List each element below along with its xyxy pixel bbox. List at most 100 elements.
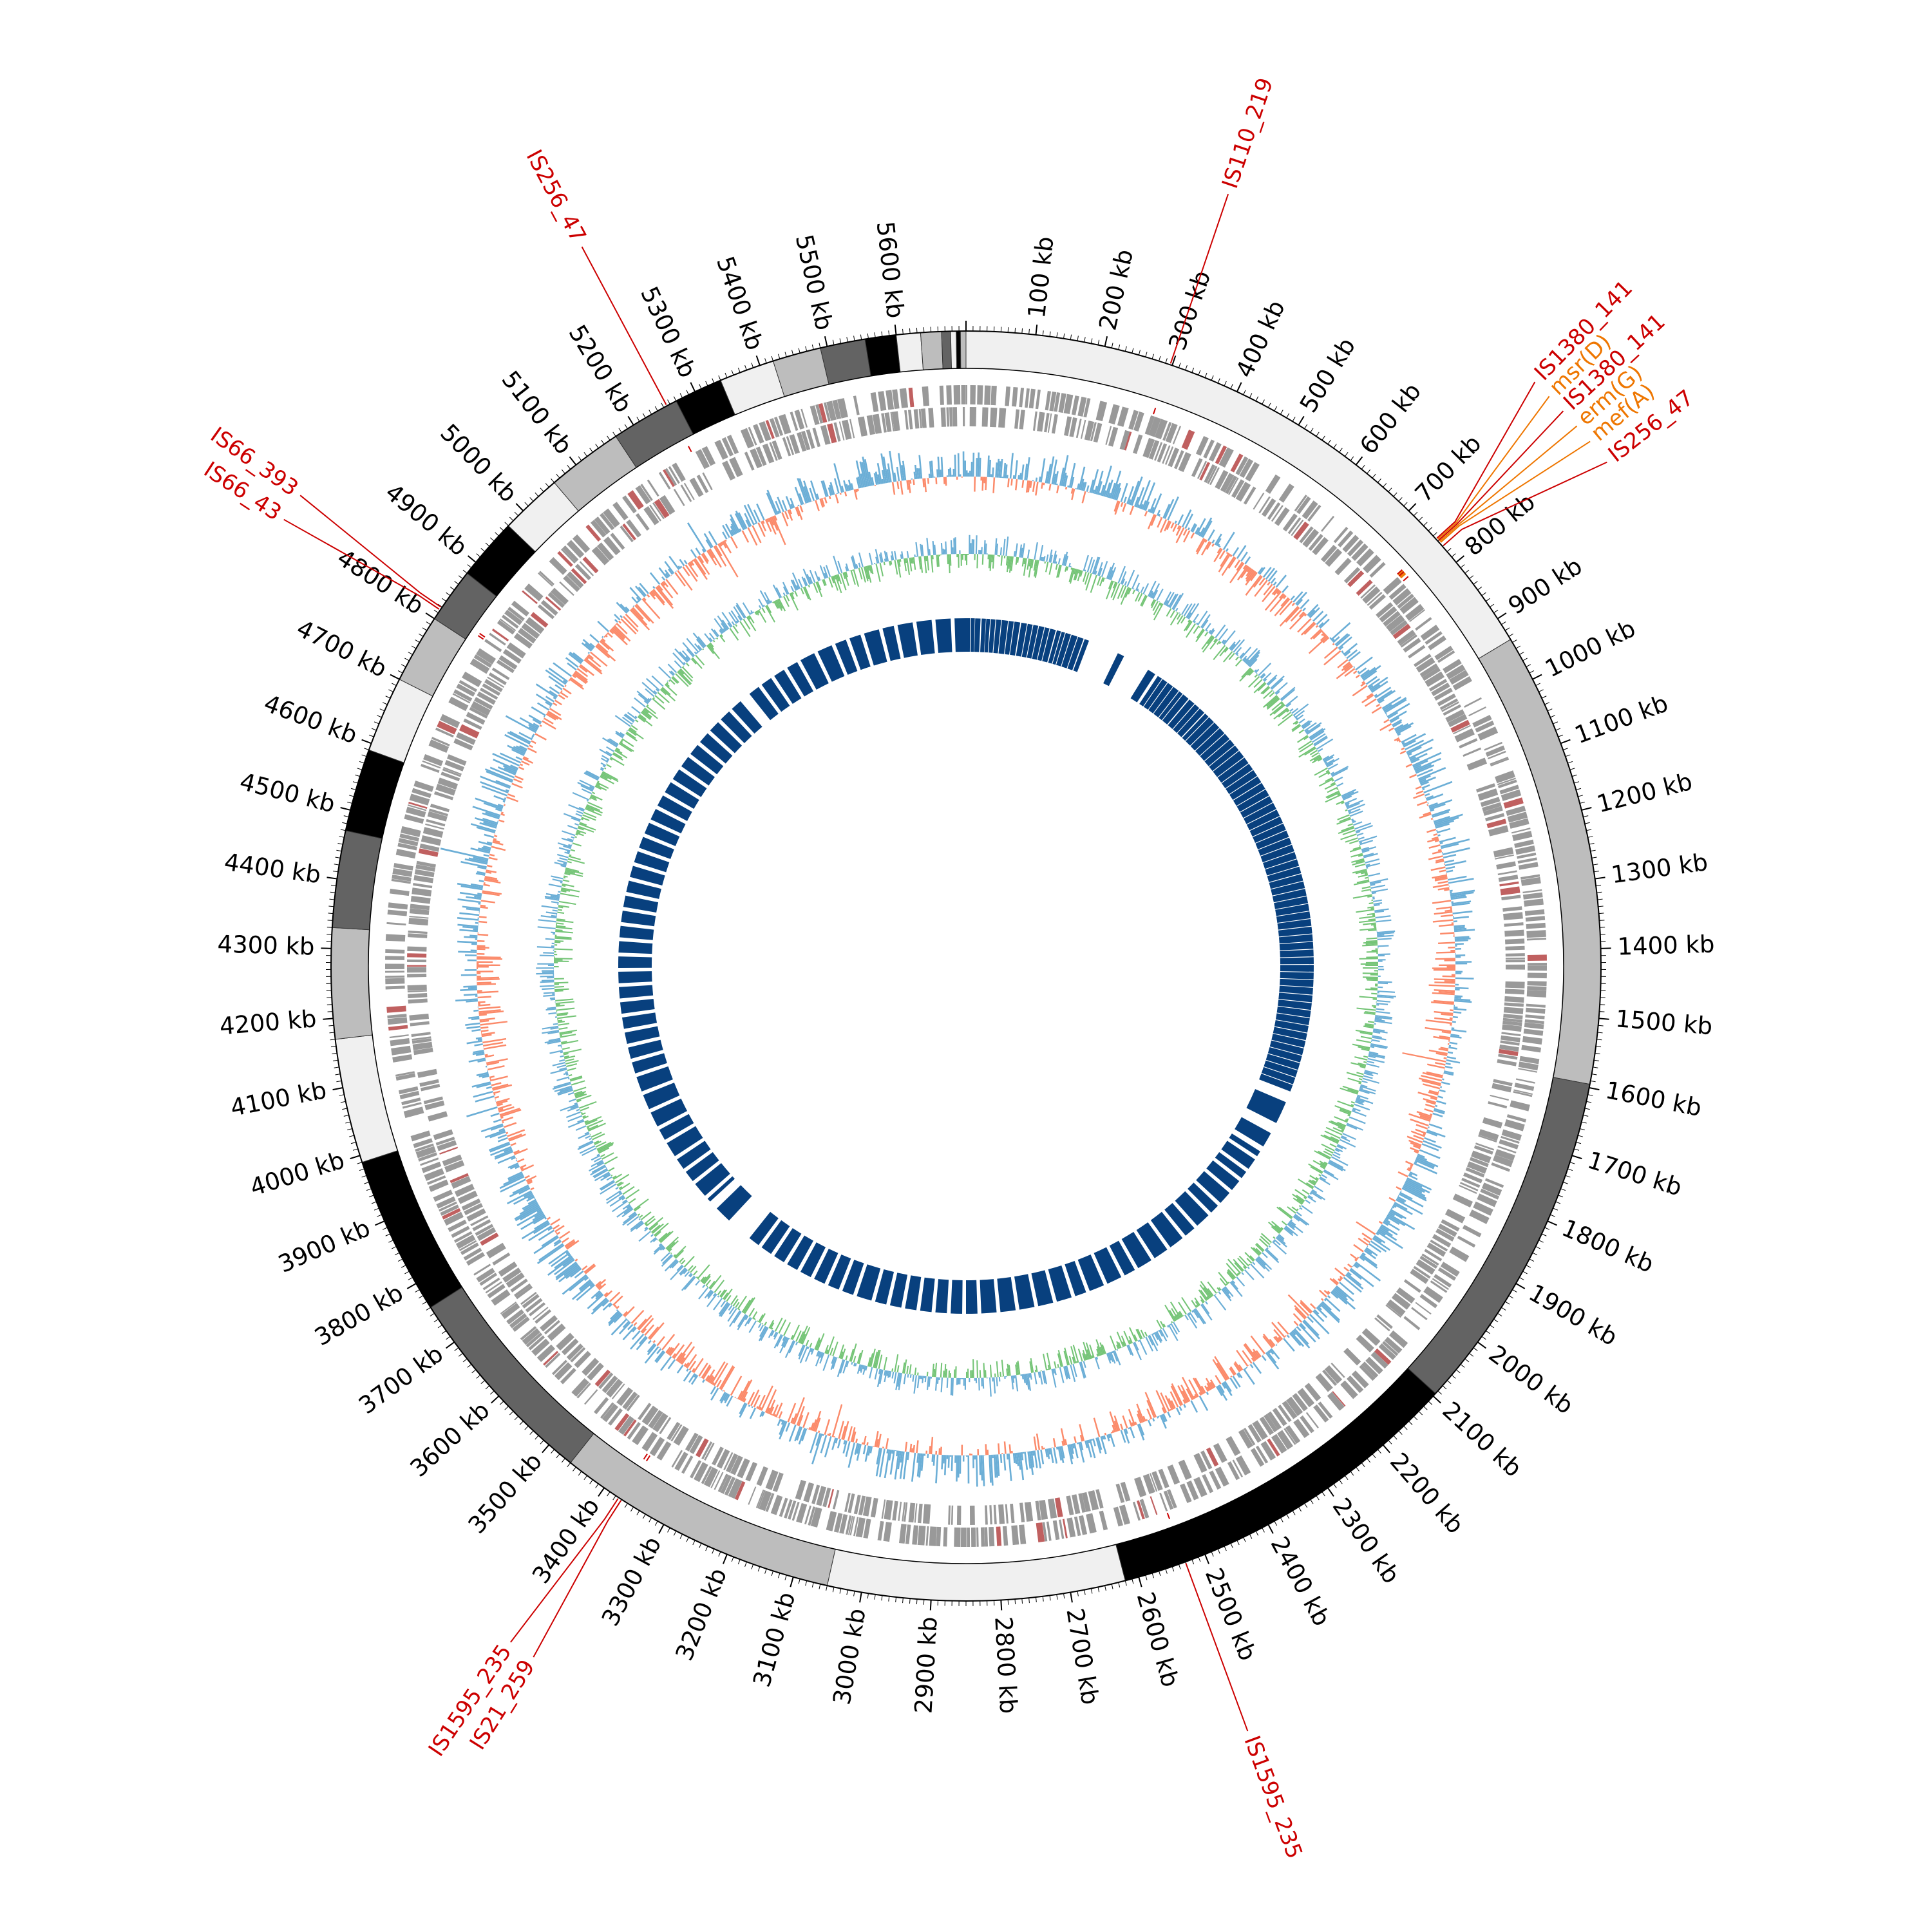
- gc-skew-bar: [570, 1104, 579, 1110]
- gc-skew-bar: [661, 1254, 672, 1264]
- gc-content-bar: [1334, 1267, 1345, 1277]
- gc-skew-bar: [1363, 1012, 1376, 1016]
- gc-content-bar: [494, 1095, 500, 1099]
- gc-content-bar: [589, 1283, 594, 1287]
- gc-skew-bar: [819, 1352, 825, 1364]
- gc-skew-bar: [1180, 603, 1189, 616]
- cds-feature: [1095, 401, 1108, 422]
- gc-content-bar: [855, 489, 858, 493]
- gc-skew-bar: [1144, 593, 1146, 595]
- gc-content-bar: [1397, 1196, 1406, 1202]
- gc-skew-bar: [1365, 864, 1370, 866]
- gc-skew-bar: [1298, 740, 1312, 750]
- gc-content-bar: [1423, 1133, 1426, 1136]
- homology-block: [1278, 992, 1313, 1003]
- gc-content-bar: [643, 597, 647, 601]
- cds-feature: [800, 408, 808, 428]
- gc-content-bar: [638, 1314, 652, 1331]
- cds-feature: [437, 1140, 457, 1151]
- gc-skew-bar: [557, 853, 569, 858]
- gc-skew-bar: [611, 1174, 613, 1177]
- gc-content-bar: [1421, 1143, 1439, 1151]
- gc-content-bar: [1455, 948, 1461, 950]
- cds-feature: [560, 1368, 576, 1385]
- gc-skew-bar: [1371, 1040, 1372, 1043]
- gc-content-bar: [1110, 1432, 1113, 1434]
- cds-feature: [1283, 1428, 1296, 1445]
- gc-content-bar: [1376, 1231, 1403, 1249]
- gc-content-bar: [833, 463, 843, 493]
- gc-content-bar: [719, 1365, 734, 1390]
- gc-content-bar: [1112, 484, 1119, 500]
- gc-skew-bar: [1370, 1045, 1387, 1050]
- gc-skew-bar: [550, 1027, 559, 1030]
- cds-feature: [652, 1412, 668, 1432]
- gc-content-bar: [1414, 757, 1441, 772]
- gc-skew-bar: [1377, 990, 1396, 993]
- gc-skew-bar: [947, 554, 949, 565]
- gc-skew-bar: [710, 628, 719, 638]
- gc-skew-bar: [1065, 1365, 1069, 1379]
- gc-content-bar: [1434, 1061, 1446, 1066]
- cds-feature: [1461, 1177, 1481, 1188]
- cds-feature: [971, 1527, 976, 1547]
- gc-content-bar: [1416, 1110, 1432, 1117]
- gc-content-bar: [778, 1411, 783, 1419]
- gc-skew-bar: [1378, 954, 1385, 957]
- gc-skew-bar: [1107, 1352, 1112, 1361]
- gc-skew-bar: [1233, 639, 1245, 653]
- gc-skew-bar: [1221, 1289, 1232, 1302]
- gc-content-bar: [468, 1057, 486, 1063]
- gc-skew-bar: [583, 811, 597, 819]
- gc-content-bar: [549, 686, 560, 695]
- gc-content-bar: [679, 1357, 685, 1364]
- homology-block: [625, 1026, 660, 1044]
- cds-feature: [796, 1502, 808, 1524]
- gc-skew-bar: [746, 616, 757, 632]
- gc-skew-bar: [845, 566, 848, 572]
- gc-skew-bar: [562, 830, 576, 837]
- gc-skew-bar: [934, 544, 936, 555]
- gc-skew-bar: [803, 578, 808, 586]
- gc-skew-bar: [559, 1029, 578, 1034]
- gc-skew-bar: [1097, 562, 1103, 576]
- gc-skew-bar: [1046, 554, 1049, 562]
- cds-feature: [1108, 426, 1119, 447]
- gc-skew-bar: [1201, 1303, 1210, 1314]
- gc-content-bar: [1371, 706, 1382, 714]
- cds-feature: [881, 1499, 886, 1519]
- gc-content-bar: [1429, 803, 1446, 810]
- gc-skew-bar: [1347, 803, 1365, 812]
- gc-skew-bar: [571, 1080, 585, 1086]
- cds-feature: [1005, 1504, 1009, 1524]
- gc-skew-bar: [1325, 790, 1340, 799]
- cds-feature: [980, 1527, 985, 1547]
- gc-skew-bar: [1370, 907, 1374, 910]
- gc-skew-bar: [1339, 1139, 1356, 1148]
- cds-feature: [385, 949, 405, 954]
- gc-content-bar: [995, 1454, 998, 1478]
- homology-block: [1164, 1203, 1195, 1236]
- gc-skew-bar: [609, 738, 619, 746]
- gc-skew-bar: [541, 980, 554, 981]
- gc-content-bar: [634, 605, 650, 622]
- gc-content-bar: [1416, 1124, 1428, 1130]
- cds-feature: [600, 1402, 614, 1419]
- cds-feature: [1492, 1083, 1512, 1093]
- gc-skew-bar: [738, 1308, 741, 1311]
- gc-skew-bar: [713, 629, 720, 637]
- cds-feature: [1032, 411, 1037, 431]
- cds-feature: [1209, 1470, 1222, 1490]
- cds-feature: [395, 849, 416, 859]
- gc-skew-bar: [1052, 1368, 1056, 1374]
- gc-skew-bar: [591, 1155, 601, 1161]
- gc-content-bar: [1245, 568, 1253, 577]
- gc-skew-bar: [670, 670, 676, 676]
- gc-skew-bar: [1375, 1015, 1393, 1019]
- gc-skew-bar: [1092, 556, 1099, 574]
- gc-content-bar: [796, 506, 803, 520]
- gc-skew-bar: [652, 697, 666, 710]
- gc-content-bar: [652, 589, 665, 603]
- gc-content-bar: [1320, 1302, 1341, 1321]
- gc-content-bar: [1414, 1159, 1434, 1170]
